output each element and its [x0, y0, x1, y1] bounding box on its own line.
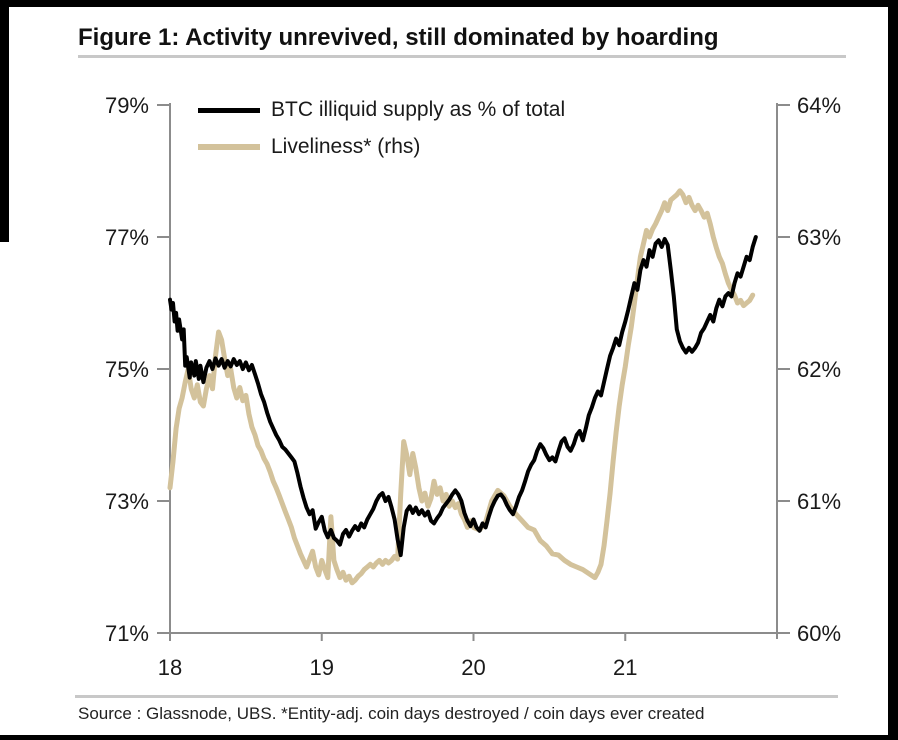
left-axis-tick-label: 73% — [105, 489, 149, 514]
right-axis-tick-label: 62% — [797, 357, 841, 382]
legend-item-illiquid-supply: BTC illiquid supply as % of total — [198, 98, 565, 122]
left-axis-tick-label: 75% — [105, 357, 149, 382]
right-axis-tick-label: 63% — [797, 225, 841, 250]
frame-right-border — [888, 0, 898, 740]
left-axis-tick-label: 79% — [105, 93, 149, 118]
frame-top-border — [0, 0, 898, 7]
legend-label: Liveliness* (rhs) — [271, 135, 421, 158]
x-axis-tick-label: 18 — [158, 655, 182, 680]
frame-bottom-border — [0, 735, 898, 740]
legend-label: BTC illiquid supply as % of total — [271, 98, 566, 121]
x-axis-tick-label: 19 — [310, 655, 334, 680]
figure-title: Figure 1: Activity unrevived, still domi… — [78, 24, 719, 51]
frame-left-border — [0, 0, 9, 242]
source-separator — [75, 695, 838, 698]
right-axis-tick-label: 61% — [797, 489, 841, 514]
axis-spines — [165, 103, 782, 639]
series-line-1 — [167, 188, 756, 586]
x-axis-tick-label: 21 — [613, 655, 637, 680]
right-axis-tick-label: 64% — [797, 93, 841, 118]
source-note: Source : Glassnode, UBS. *Entity-adj. co… — [78, 704, 705, 723]
legend-swatch-black-line — [198, 107, 260, 113]
series-line-0 — [168, 235, 758, 558]
right-axis-tick-label: 60% — [797, 621, 841, 646]
left-axis-tick-label: 77% — [105, 225, 149, 250]
title-underline — [78, 55, 846, 58]
chart-legend: BTC illiquid supply as % of total Liveli… — [198, 98, 565, 172]
legend-swatch-tan-line — [198, 144, 260, 150]
x-axis-tick-label: 20 — [461, 655, 485, 680]
legend-item-liveliness: Liveliness* (rhs) — [198, 135, 565, 159]
left-axis-tick-label: 71% — [105, 621, 149, 646]
